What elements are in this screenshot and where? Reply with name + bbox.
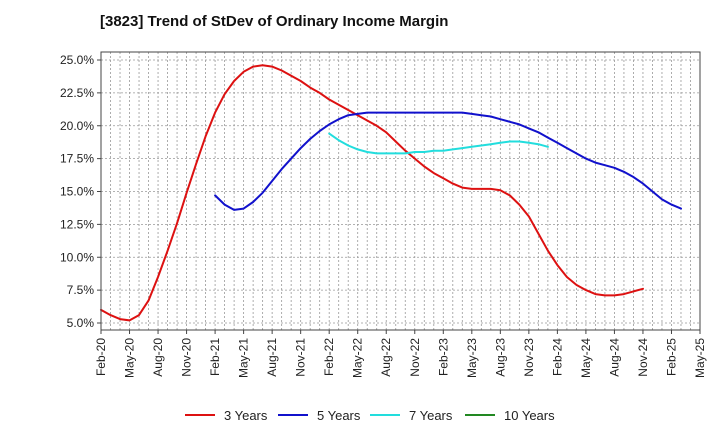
x-tick-label: Aug-23 — [493, 338, 507, 377]
legend-label-3-years: 3 Years — [224, 408, 268, 423]
x-tick-label: Aug-24 — [607, 338, 621, 377]
y-axis-ticks: 5.0% 7.5% 10.0% 12.5% 15.0% 17.5% 20.0% 22.5% 25… — [60, 53, 101, 330]
legend-label-5-years: 5 Years — [317, 408, 361, 423]
x-tick-label: May-24 — [579, 338, 593, 378]
y-tick-label: 15.0% — [60, 185, 94, 199]
x-tick-label: May-23 — [465, 338, 479, 378]
y-tick-label: 10.0% — [60, 250, 94, 264]
x-tick-label: Aug-22 — [379, 338, 393, 377]
y-tick-label: 22.5% — [60, 86, 94, 100]
chart-title: [3823] Trend of StDev of Ordinary Income… — [100, 13, 449, 30]
x-tick-label: Feb-25 — [664, 338, 678, 376]
x-tick-label: Aug-21 — [265, 338, 279, 377]
x-tick-label: Nov-22 — [408, 338, 422, 377]
legend: 3 Years 5 Years 7 Years 10 Years — [185, 408, 555, 423]
x-tick-label: Nov-20 — [180, 338, 194, 377]
x-tick-label: May-22 — [351, 338, 365, 378]
series-line-3-years — [100, 64, 644, 322]
series-line-5-years — [214, 111, 682, 211]
y-tick-label: 12.5% — [60, 217, 94, 231]
x-axis-ticks: Feb-20 May-20 Aug-20 Nov-20 Feb-21 May-21 Aug-… — [94, 330, 707, 378]
series-line-7-years — [328, 132, 549, 155]
y-tick-label: 7.5% — [67, 283, 95, 297]
y-tick-label: 25.0% — [60, 53, 94, 67]
legend-label-7-years: 7 Years — [409, 408, 453, 423]
y-tick-label: 20.0% — [60, 119, 94, 133]
x-tick-label: Feb-23 — [436, 338, 450, 376]
x-tick-label: Nov-21 — [294, 338, 308, 377]
x-tick-label: Feb-20 — [94, 338, 108, 376]
x-tick-label: Nov-24 — [636, 338, 650, 377]
x-tick-label: Feb-22 — [322, 338, 336, 376]
x-tick-label: Feb-21 — [208, 338, 222, 376]
x-tick-label: May-21 — [237, 338, 251, 378]
legend-label-10-years: 10 Years — [504, 408, 555, 423]
x-tick-label: Aug-20 — [151, 338, 165, 377]
y-tick-label: 17.5% — [60, 152, 94, 166]
grid — [100, 52, 701, 330]
plot-frame — [100, 51, 701, 331]
x-tick-label: May-20 — [123, 338, 137, 378]
x-tick-label: Nov-23 — [522, 338, 536, 377]
x-tick-label: Feb-24 — [550, 338, 564, 376]
series-lines — [100, 64, 682, 322]
plot-border — [100, 51, 701, 331]
y-tick-label: 5.0% — [67, 316, 95, 330]
x-tick-label: May-25 — [693, 338, 707, 378]
